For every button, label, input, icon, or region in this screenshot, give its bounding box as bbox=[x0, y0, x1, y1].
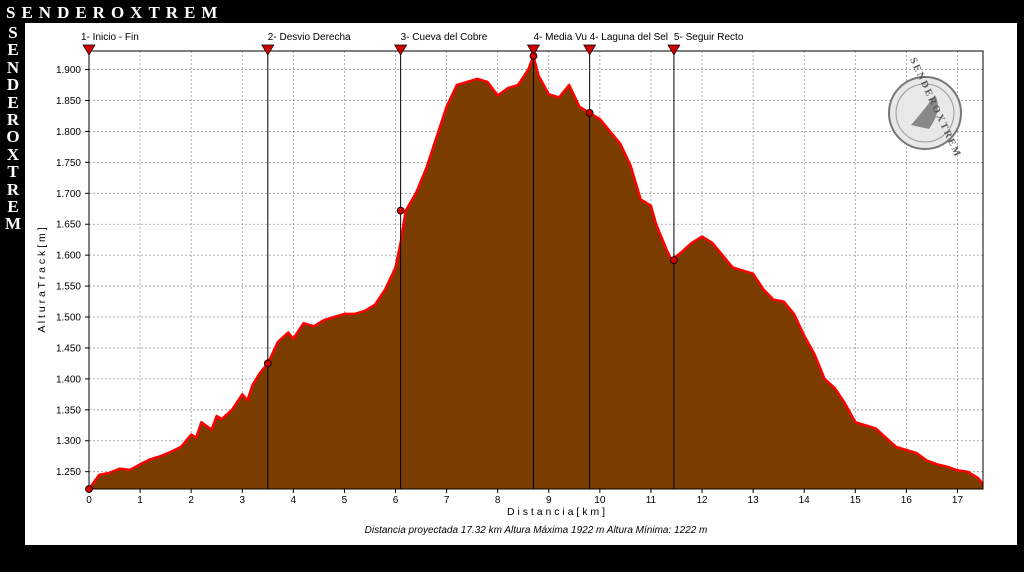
x-tick-label: 0 bbox=[86, 495, 92, 506]
y-tick-label: 1.900 bbox=[56, 65, 81, 76]
brand-title: SENDEROXTREM bbox=[6, 3, 224, 22]
x-tick-label: 10 bbox=[594, 495, 606, 506]
x-tick-label: 13 bbox=[748, 495, 760, 506]
x-tick-label: 7 bbox=[444, 495, 450, 506]
x-tick-label: 1 bbox=[137, 495, 143, 506]
waypoint-label: 4- Laguna del Sel bbox=[590, 32, 668, 43]
x-tick-label: 17 bbox=[952, 495, 964, 506]
brand-vertical-letter: X bbox=[6, 144, 20, 164]
waypoint-flag-icon bbox=[261, 44, 275, 56]
x-tick-label: 14 bbox=[799, 495, 811, 506]
x-tick-label: 6 bbox=[393, 495, 399, 506]
waypoint-marker bbox=[529, 52, 538, 60]
waypoint-marker bbox=[396, 206, 405, 215]
brand-vertical-letter: N bbox=[6, 57, 20, 77]
elevation-line bbox=[87, 54, 984, 490]
brand-vertical-letter: S bbox=[8, 23, 18, 42]
waypoint-marker bbox=[585, 108, 594, 117]
waypoint-flag-icon bbox=[526, 44, 541, 56]
brand-vertical-letter: M bbox=[4, 214, 22, 234]
waypoint-label: 5- Seguir Recto bbox=[674, 32, 744, 43]
waypoint-label: 1- Inicio - Fin bbox=[81, 32, 139, 43]
y-axis-label: A l t u r a T r a c k [ m ] bbox=[36, 227, 48, 332]
waypoint-label: 2- Desvio Derecha bbox=[268, 32, 351, 43]
y-tick-label: 1.250 bbox=[56, 467, 81, 478]
footer-stats: Distancia proyectada 17.32 km Altura Máx… bbox=[365, 525, 708, 536]
chart-panel: 0 1 2 3 4 5 6 7 8 9 10 11 12 13 14 15 16 17 1.250 1.300 1.35… bbox=[24, 22, 1018, 546]
x-tick-label: 4 bbox=[291, 495, 297, 506]
waypoint-flag-icon bbox=[394, 44, 408, 56]
x-tick-label: 2 bbox=[188, 495, 194, 506]
x-tick-label: 12 bbox=[696, 495, 708, 506]
y-tick-label: 1.300 bbox=[56, 436, 81, 447]
waypoint-label: 3- Cueva del Cobre bbox=[401, 32, 488, 43]
brand-vertical-letter: E bbox=[7, 197, 19, 217]
y-tick-label: 1.550 bbox=[56, 282, 81, 293]
brand-vertical-letter: E bbox=[7, 92, 19, 112]
y-tick-label: 1.850 bbox=[56, 96, 81, 107]
x-tick-label: 3 bbox=[239, 495, 245, 506]
x-tick-label: 9 bbox=[546, 495, 552, 506]
logo-ring bbox=[895, 83, 955, 143]
y-tick-label: 1.750 bbox=[56, 158, 81, 169]
waypoint-flag-icon bbox=[667, 44, 681, 56]
y-tick-label: 1.700 bbox=[56, 189, 81, 200]
brand-vertical-letter: O bbox=[6, 127, 20, 147]
brand-vertical-letter: R bbox=[6, 179, 20, 199]
waypoint-flag-icon bbox=[82, 44, 96, 56]
y-tick-label: 1.650 bbox=[56, 220, 81, 231]
x-tick-label: 11 bbox=[646, 495, 657, 506]
waypoint-flag-icon bbox=[583, 44, 597, 56]
brand-vertical-letter: E bbox=[7, 40, 19, 60]
waypoint-marker bbox=[670, 256, 678, 265]
waypoint-marker bbox=[263, 359, 272, 368]
brand-vertical-letter: D bbox=[6, 75, 20, 95]
elevation-area bbox=[89, 55, 983, 490]
x-axis-label: D i s t a n c i a [ k m ] bbox=[507, 506, 605, 518]
x-tick-label: 8 bbox=[495, 495, 501, 506]
brand-vertical-letter: T bbox=[7, 162, 19, 182]
x-tick-label: 16 bbox=[901, 495, 913, 506]
x-tick-label: 15 bbox=[850, 495, 862, 506]
y-tick-label: 1.600 bbox=[56, 251, 81, 262]
y-tick-label: 1.800 bbox=[56, 127, 81, 138]
waypoint-marker bbox=[85, 485, 93, 493]
x-tick-label: 5 bbox=[342, 495, 348, 506]
y-tick-label: 1.500 bbox=[56, 313, 81, 324]
y-tick-label: 1.400 bbox=[56, 374, 81, 385]
brand-vertical-letter: R bbox=[6, 110, 20, 130]
y-tick-label: 1.450 bbox=[56, 343, 81, 354]
waypoint-label: 4- Media Vu bbox=[533, 32, 587, 43]
logo-climber-icon bbox=[911, 95, 938, 129]
elevation-chart: 0 1 2 3 4 5 6 7 8 9 10 11 12 13 14 15 16 171.2501.3001.35… bbox=[36, 32, 984, 536]
y-tick-label: 1.350 bbox=[56, 405, 81, 416]
